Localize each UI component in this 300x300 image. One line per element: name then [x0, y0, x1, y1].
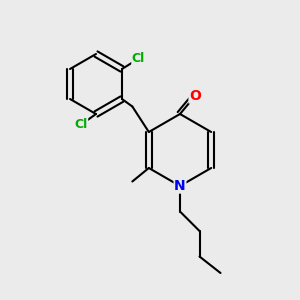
Text: N: N	[174, 179, 186, 193]
Text: Cl: Cl	[132, 52, 145, 65]
Text: Cl: Cl	[74, 118, 88, 131]
Text: O: O	[189, 89, 201, 103]
